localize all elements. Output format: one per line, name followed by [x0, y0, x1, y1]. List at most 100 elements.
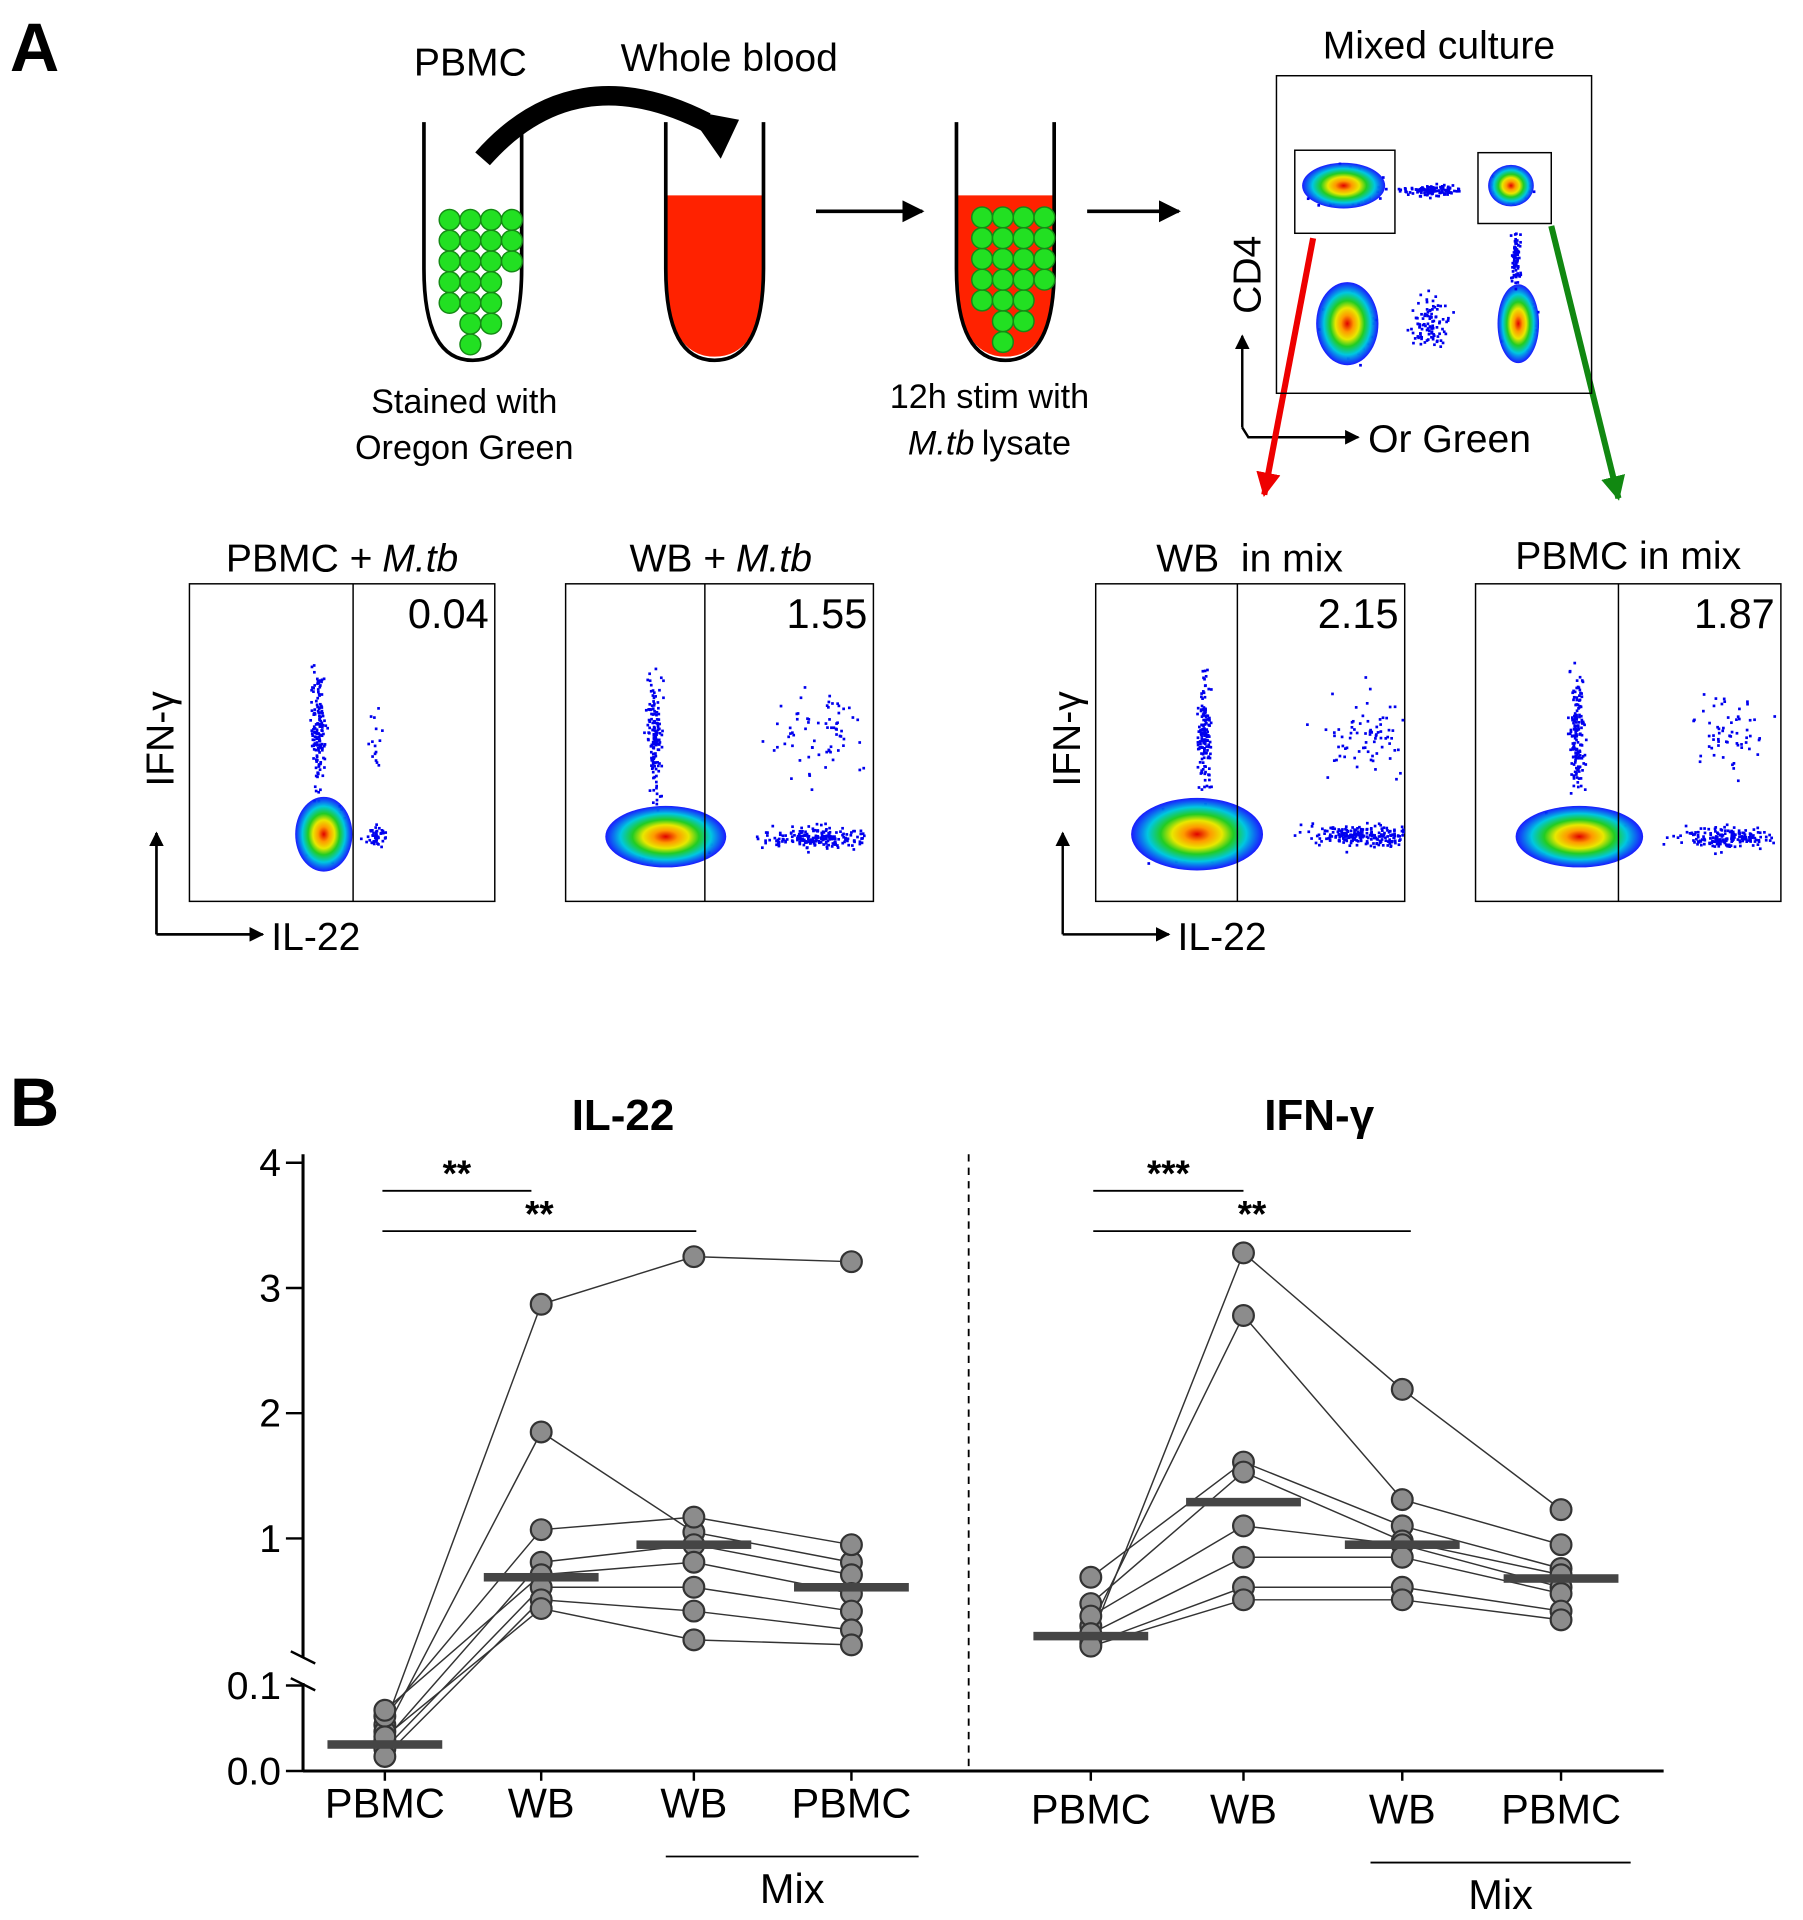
event-dot — [810, 746, 814, 749]
event-dot — [656, 724, 660, 727]
event-dot — [653, 733, 657, 737]
event-dot — [647, 718, 651, 722]
event-dot — [1340, 830, 1344, 834]
event-dot — [375, 838, 378, 841]
event-dot — [1210, 688, 1213, 691]
event-dot — [1732, 832, 1736, 836]
event-dot — [1434, 315, 1438, 319]
event-dot — [1380, 829, 1384, 832]
event-dot — [1378, 839, 1382, 843]
event-dot — [1370, 731, 1374, 734]
gate-value: 1.87 — [1694, 590, 1775, 637]
event-dot — [1773, 715, 1777, 718]
event-dot — [1423, 341, 1427, 344]
event-dot — [1377, 835, 1381, 838]
event-dot — [1380, 827, 1384, 831]
event-dot — [654, 667, 658, 671]
event-dot — [660, 764, 664, 768]
event-dot — [1388, 757, 1392, 760]
event-dot — [313, 684, 317, 687]
event-dot — [1374, 734, 1378, 738]
event-dot — [1722, 697, 1726, 701]
event-dot — [374, 830, 378, 834]
axis-label: IFN-γ — [1046, 691, 1089, 787]
event-dot — [772, 749, 776, 752]
event-dot — [655, 733, 658, 736]
event-dot — [1757, 838, 1761, 842]
event-dot — [1712, 704, 1716, 708]
cell — [438, 250, 461, 273]
event-dot — [366, 835, 370, 839]
event-dot — [1396, 834, 1400, 838]
event-dot — [650, 756, 653, 760]
event-dot — [1351, 833, 1355, 837]
event-dot — [1581, 722, 1584, 725]
density-core — [1488, 164, 1534, 207]
event-dot — [1203, 738, 1206, 741]
event-dot — [1580, 718, 1584, 722]
median-bar — [1503, 1574, 1619, 1583]
event-dot — [1583, 753, 1587, 757]
density-core — [1316, 282, 1379, 366]
event-dot — [1202, 741, 1206, 745]
event-dot — [803, 833, 807, 837]
event-dot — [839, 735, 843, 738]
event-dot — [1387, 840, 1391, 844]
event-dot — [1733, 845, 1737, 849]
event-dot — [1732, 767, 1736, 770]
event-dot — [1574, 756, 1578, 759]
event-dot — [827, 749, 831, 753]
event-dot — [323, 719, 326, 723]
data-point — [1232, 1304, 1255, 1328]
event-dot — [650, 764, 653, 767]
event-dot — [1714, 697, 1718, 700]
event-dot — [1428, 196, 1432, 200]
event-dot — [1696, 835, 1700, 839]
event-dot — [1310, 837, 1313, 840]
event-dot — [313, 727, 317, 730]
event-dot — [1401, 829, 1405, 833]
event-dot — [1364, 741, 1368, 744]
event-dot — [1348, 736, 1352, 740]
event-dot — [315, 677, 319, 681]
event-dot — [1441, 327, 1444, 331]
event-dot — [377, 707, 380, 710]
event-dot — [1410, 186, 1414, 190]
event-dot — [1318, 843, 1321, 847]
event-dot — [1381, 176, 1385, 179]
event-dot — [1753, 840, 1757, 843]
event-dot — [1758, 831, 1762, 835]
event-dot — [825, 845, 829, 848]
event-dot — [1435, 326, 1439, 329]
event-dot — [1690, 832, 1694, 835]
event-dot — [813, 843, 817, 847]
event-dot — [1369, 832, 1373, 835]
event-dot — [658, 762, 661, 765]
event-dot — [1574, 703, 1578, 707]
event-dot — [1435, 307, 1439, 311]
event-dot — [1427, 192, 1430, 195]
event-dot — [320, 726, 324, 729]
event-dot — [1731, 837, 1735, 841]
event-dot — [1383, 831, 1386, 835]
event-dot — [1770, 836, 1774, 840]
event-dot — [653, 702, 656, 706]
event-dot — [1714, 830, 1717, 833]
event-dot — [1408, 191, 1412, 194]
event-dot — [1443, 192, 1446, 195]
event-dot — [1331, 692, 1334, 696]
event-dot — [379, 832, 383, 835]
event-dot — [650, 704, 654, 708]
event-dot — [1365, 701, 1369, 705]
event-dot — [655, 802, 659, 806]
event-dot — [1435, 194, 1438, 198]
event-dot — [1511, 270, 1515, 273]
event-dot — [825, 827, 828, 831]
event-dot — [1578, 675, 1582, 679]
event-dot — [1338, 754, 1342, 758]
event-dot — [1389, 834, 1392, 837]
event-dot — [1447, 191, 1451, 195]
event-dot — [1694, 831, 1697, 834]
event-dot — [1375, 752, 1379, 755]
event-dot — [1368, 730, 1372, 734]
